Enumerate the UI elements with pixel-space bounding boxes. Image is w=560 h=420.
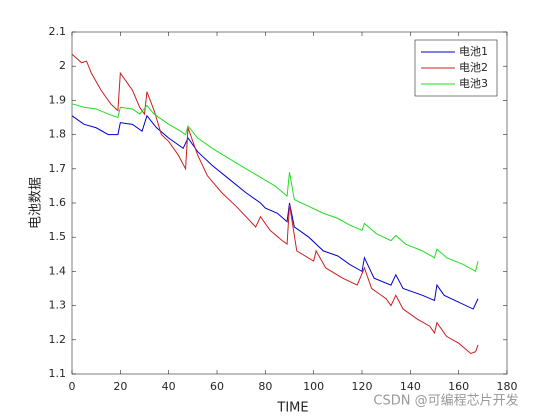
x-tick-label: 140 [400,380,421,393]
y-tick-label: 1.9 [49,93,67,106]
x-tick-label: 0 [69,380,76,393]
y-tick-label: 2 [59,59,66,72]
legend-label: 电池3 [459,77,488,90]
y-tick-label: 1.3 [49,299,67,312]
x-tick-label: 120 [352,380,373,393]
x-tick-label: 80 [258,380,272,393]
y-tick-label: 1.1 [49,367,67,380]
data-line [71,103,479,273]
x-tick-label: 60 [210,380,224,393]
x-axis-label: TIME [276,401,308,416]
watermark: CSDN @可编程芯片开发 [373,393,518,409]
y-tick-label: 1.7 [49,162,67,175]
legend-label: 电池1 [459,45,488,58]
legend-label: 电池2 [459,61,488,74]
y-tick-label: 1.6 [49,196,67,209]
x-tick-label: 40 [162,380,176,393]
x-tick-label: 160 [448,380,469,393]
data-line [71,114,479,310]
y-tick-label: 1.4 [49,264,67,277]
data-line [71,53,479,355]
x-tick-label: 180 [497,380,518,393]
x-tick-label: 100 [303,380,324,393]
y-tick-label: 1.2 [49,333,67,346]
y-tick-label: 1.5 [49,230,67,243]
y-axis-label: 电池数据 [29,177,44,229]
y-tick-label: 1.8 [49,128,67,141]
x-tick-label: 20 [113,380,127,393]
y-tick-label: 2.1 [49,25,67,38]
